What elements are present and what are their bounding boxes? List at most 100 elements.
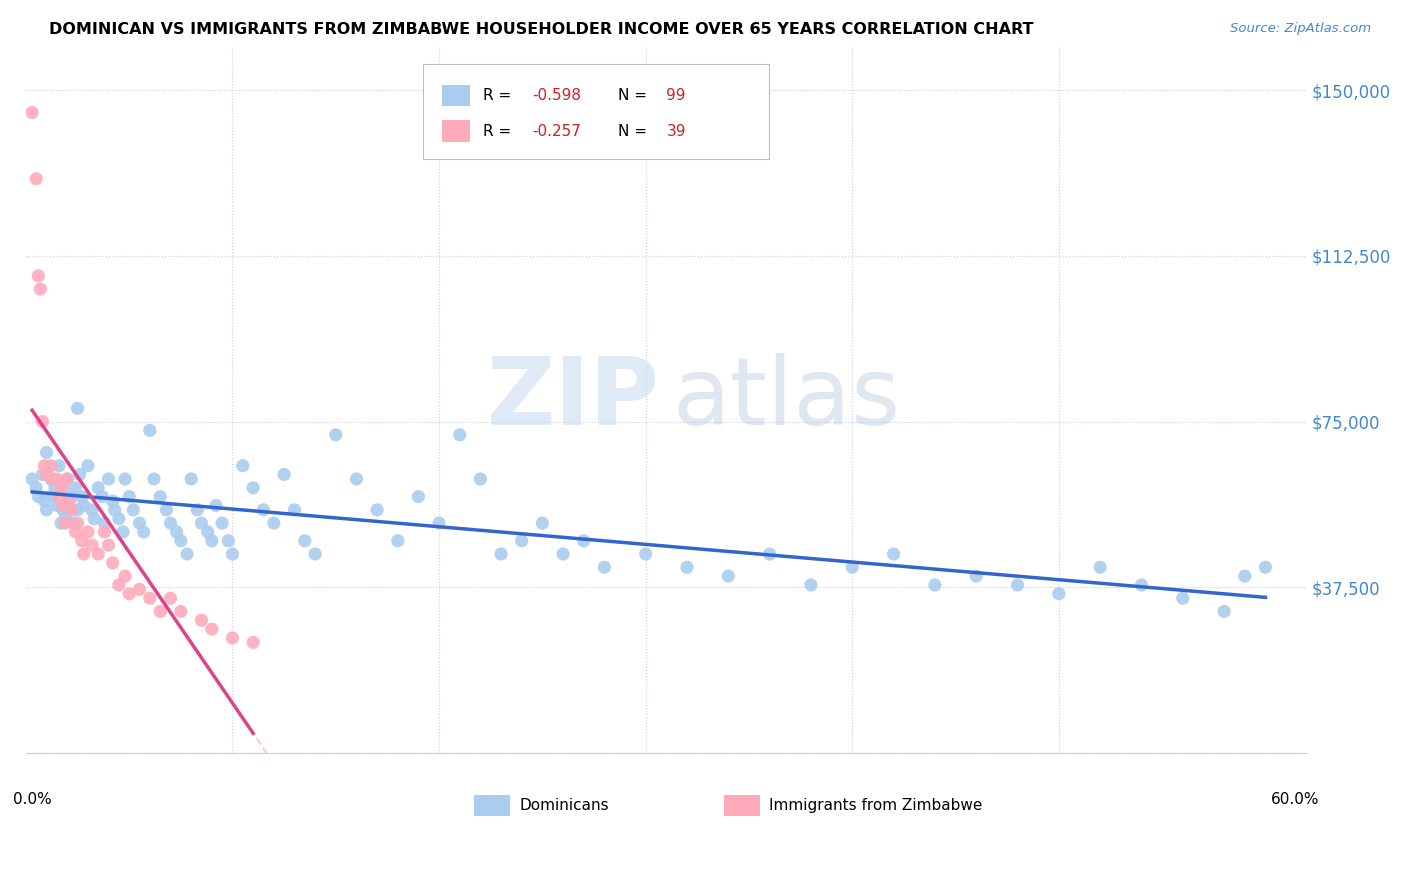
Point (139, 424, 162, 438)
Point (717, 569, 740, 583)
Text: atlas: atlas (672, 353, 901, 445)
Point (65, 524, 87, 539)
Point (34, 494, 56, 508)
Point (176, 547, 198, 561)
Point (66, 516, 89, 530)
Point (283, 503, 305, 517)
Point (101, 494, 124, 508)
Text: N =: N = (617, 88, 651, 103)
Point (1254, 560, 1277, 574)
Point (42, 490, 65, 504)
Point (325, 427, 347, 442)
Point (201, 622, 224, 636)
Point (73, 499, 96, 513)
Point (304, 547, 326, 561)
Point (58, 494, 80, 508)
Point (21, 472, 44, 486)
Point (159, 591, 181, 606)
Point (56, 472, 79, 486)
Point (56, 494, 79, 508)
Point (242, 481, 264, 495)
Point (800, 578, 823, 592)
Point (273, 467, 295, 482)
Text: -0.598: -0.598 (531, 88, 581, 103)
Text: 99: 99 (666, 88, 686, 103)
Point (69, 467, 91, 482)
Point (80, 503, 103, 517)
Text: 60.0%: 60.0% (1271, 791, 1320, 806)
Point (387, 533, 409, 548)
Point (31, 415, 53, 429)
Point (66, 503, 89, 517)
Point (39, 472, 62, 486)
Point (42, 472, 65, 486)
Point (53, 516, 76, 530)
Point (91, 490, 114, 504)
Point (1047, 587, 1070, 601)
Point (35, 467, 58, 482)
Text: R =: R = (484, 88, 516, 103)
Point (263, 516, 285, 530)
Point (35, 445, 58, 459)
Point (1007, 578, 1029, 592)
Point (166, 524, 188, 539)
Point (841, 560, 863, 574)
Point (232, 458, 254, 473)
Text: -0.257: -0.257 (531, 123, 581, 138)
Point (93, 516, 115, 530)
Text: Source: ZipAtlas.com: Source: ZipAtlas.com (1230, 22, 1371, 36)
Point (1213, 604, 1236, 618)
Point (49, 516, 72, 530)
Point (80, 538, 103, 552)
Point (97, 538, 120, 552)
Text: R =: R = (484, 123, 516, 138)
Bar (441, 85, 471, 106)
Point (128, 516, 150, 530)
Point (52, 503, 75, 517)
Point (676, 560, 699, 574)
Text: DOMINICAN VS IMMIGRANTS FROM ZIMBABWE HOUSEHOLDER INCOME OVER 65 YEARS CORRELATI: DOMINICAN VS IMMIGRANTS FROM ZIMBABWE HO… (49, 22, 1033, 37)
Point (25, 481, 48, 495)
Point (66, 401, 89, 416)
Point (21, 105, 44, 120)
Point (108, 578, 131, 592)
Point (242, 635, 264, 649)
Point (118, 587, 141, 601)
Point (87, 481, 110, 495)
Point (114, 472, 136, 486)
Point (221, 631, 243, 645)
Text: Immigrants from Zimbabwe: Immigrants from Zimbabwe (769, 798, 983, 814)
Point (965, 569, 987, 583)
Point (1233, 569, 1256, 583)
Point (180, 472, 202, 486)
Point (366, 503, 388, 517)
Point (45, 472, 67, 486)
Point (108, 512, 131, 526)
Text: ZIP: ZIP (486, 353, 659, 445)
Point (56, 472, 79, 486)
Point (111, 524, 134, 539)
Point (31, 467, 53, 482)
Point (39, 458, 62, 473)
Point (205, 499, 228, 513)
Point (48, 490, 70, 504)
Point (76, 524, 98, 539)
Point (118, 490, 141, 504)
Point (65, 481, 87, 495)
Point (489, 547, 512, 561)
Point (758, 547, 780, 561)
Bar (474, 795, 510, 816)
FancyBboxPatch shape (423, 64, 769, 160)
Point (45, 499, 67, 513)
Point (190, 613, 212, 627)
Point (139, 591, 162, 606)
Point (149, 604, 172, 618)
Point (531, 516, 554, 530)
Point (294, 533, 316, 548)
Point (593, 560, 616, 574)
Point (572, 533, 595, 548)
Point (97, 472, 120, 486)
Point (883, 547, 905, 561)
Point (35, 503, 58, 517)
Point (201, 533, 224, 548)
